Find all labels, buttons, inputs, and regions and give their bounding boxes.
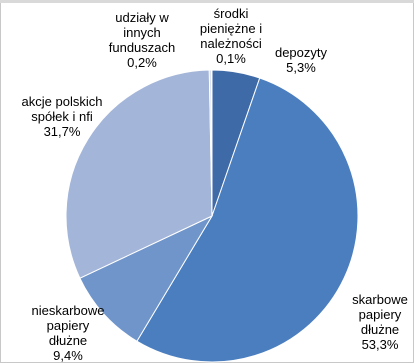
slice-label-line: papiery — [359, 307, 402, 322]
slice-label-line: dłużne — [49, 333, 87, 348]
slice-label-line: udziały w — [115, 10, 169, 25]
slice-label-depozyty: depozyty 5,3% — [275, 45, 328, 75]
slice-label-line: 0,2% — [127, 55, 157, 70]
slices-layer — [65, 69, 359, 363]
slice-label-line: należności — [200, 36, 262, 51]
slice-label-line: pieniężne i — [200, 21, 262, 36]
slice-label-udzialy: udziały w innych funduszach 0,2% — [109, 10, 176, 70]
slice-label-line: innych — [123, 25, 161, 40]
slice-label-line: papiery — [47, 318, 90, 333]
slice-label-nieskarbowe: nieskarbowe papiery dłużne 9,4% — [32, 303, 105, 363]
pie-slice-akcje — [65, 69, 213, 279]
slice-label-line: depozyty — [275, 45, 328, 60]
top-border — [0, 0, 414, 3]
slice-label-line: nieskarbowe — [32, 303, 105, 318]
labels-layer: depozyty 5,3%skarbowe papiery dłużne 53,3%ni… — [22, 6, 408, 363]
slice-label-line: 0,1% — [216, 51, 246, 66]
pie-slice-nieskarbowe — [79, 214, 214, 342]
pie-slice-skarbowe — [136, 77, 359, 363]
slice-label-line: 9,4% — [53, 348, 83, 363]
slice-label-line: spółek i nfi — [31, 109, 93, 124]
slice-label-line: 31,7% — [44, 124, 81, 139]
pie-slice-srodki — [210, 69, 213, 217]
slice-label-line: 53,3% — [362, 337, 399, 352]
slice-label-line: funduszach — [109, 40, 176, 55]
slice-label-line: 5,3% — [286, 60, 316, 75]
slice-label-line: skarbowe — [352, 292, 408, 307]
slice-label-srodki: środki pieniężne i należności 0,1% — [200, 6, 262, 66]
slice-label-line: akcje polskich — [22, 94, 103, 109]
slice-label-line: środki — [214, 6, 249, 21]
slice-label-skarbowe: skarbowe papiery dłużne 53,3% — [352, 292, 408, 352]
slice-label-akcje: akcje polskich spółek i nfi 31,7% — [22, 94, 103, 139]
slice-label-line: dłużne — [361, 322, 399, 337]
